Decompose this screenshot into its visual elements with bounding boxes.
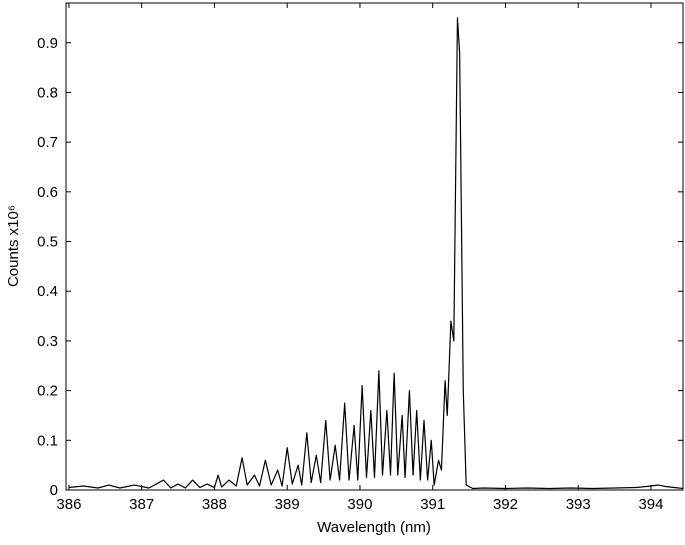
x-tick-label: 387 — [129, 496, 154, 513]
y-tick-label: 0 — [50, 482, 58, 499]
x-tick-label: 390 — [347, 496, 372, 513]
y-tick-label: 0.6 — [37, 184, 58, 201]
y-tick-label: 0.3 — [37, 333, 58, 350]
plot-frame — [65, 2, 684, 491]
x-tick-label: 388 — [202, 496, 227, 513]
spectrum-line — [68, 17, 684, 490]
x-tick-label: 394 — [638, 496, 663, 513]
x-tick-label: 392 — [493, 496, 518, 513]
y-tick-label: 0.8 — [37, 84, 58, 101]
y-tick-label: 0.4 — [37, 283, 58, 300]
y-axis-label: Counts x10⁶ — [5, 205, 22, 287]
y-tick-label: 0.7 — [37, 134, 58, 151]
x-axis-label: Wavelength (nm) — [317, 519, 431, 536]
y-tick-label: 0.1 — [37, 432, 58, 449]
y-tick-label: 0.5 — [37, 234, 58, 251]
x-tick-label: 389 — [275, 496, 300, 513]
x-tick-label: 391 — [420, 496, 445, 513]
y-tick-label: 0.2 — [37, 383, 58, 400]
x-tick-label: 393 — [566, 496, 591, 513]
y-tick-label: 0.9 — [37, 35, 58, 52]
x-tick-label: 386 — [56, 496, 81, 513]
